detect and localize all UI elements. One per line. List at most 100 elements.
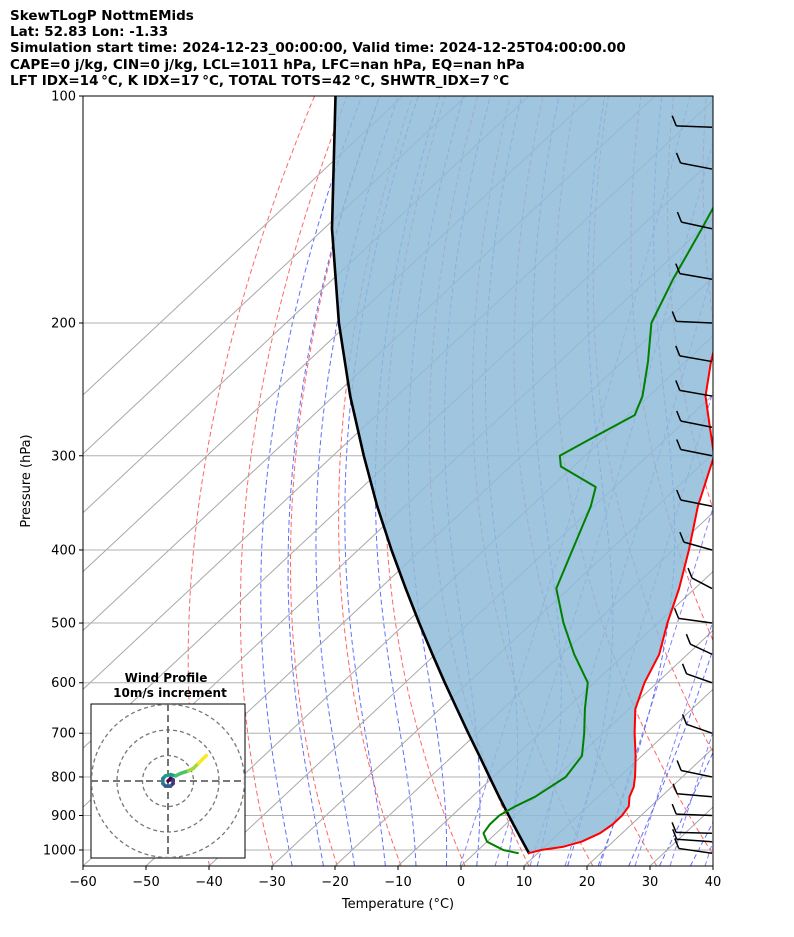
y-tick-label: 300 (51, 449, 76, 464)
y-tick-label: 800 (51, 770, 76, 785)
x-tick-label: 40 (705, 875, 722, 890)
wind-barb-flag (673, 608, 680, 619)
wind-barb (681, 714, 713, 734)
dry-adiabat (239, 96, 348, 866)
y-tick-label: 600 (51, 676, 76, 691)
wind-barb-flag (681, 714, 688, 725)
x-tick-label: 0 (457, 875, 465, 890)
wind-barb-staff (691, 577, 713, 590)
wind-barb (671, 115, 713, 128)
wind-barb-flag (687, 567, 693, 579)
dry-adiabat (738, 96, 794, 866)
wind-barb (676, 760, 713, 778)
wind-barb-flag (681, 663, 688, 675)
x-tick-label: −40 (195, 875, 222, 890)
wind-barb-flag (676, 439, 682, 450)
wind-barb (671, 311, 713, 324)
wind-barb-staff (680, 420, 713, 429)
wind-barb-flag (672, 828, 678, 840)
simulation-time-line: Simulation start time: 2024-12-23_00:00:… (10, 40, 626, 56)
wind-barb-staff (679, 272, 713, 280)
wind-barb-flag (676, 760, 682, 771)
wind-barb (681, 663, 713, 684)
wind-barb-flag (675, 380, 681, 391)
wind-barb (676, 489, 713, 507)
wind-barb-flag (675, 263, 681, 274)
x-tick-label: 20 (579, 875, 596, 890)
wind-barb-staff (677, 792, 713, 798)
cape-line: CAPE=0 j/kg, CIN=0 j/kg, LCL=1011 hPa, L… (10, 57, 525, 73)
wind-barb-staff (679, 355, 713, 363)
wind-barb (671, 803, 713, 817)
wind-barb (675, 345, 713, 363)
y-tick-label: 100 (51, 90, 76, 105)
temperature-line (527, 349, 713, 855)
hodograph-subtitle: 10m/s increment (113, 686, 227, 700)
moist-adiabat (628, 647, 713, 866)
y-tick-label: 400 (51, 543, 76, 558)
x-tick-label: −30 (258, 875, 285, 890)
wind-barb-staff (676, 838, 713, 843)
wind-barb-flag (676, 489, 682, 501)
wind-barb-staff (680, 448, 713, 457)
wind-barb-staff (676, 813, 713, 817)
wind-barb (675, 152, 713, 170)
dewpoint-line (482, 206, 713, 855)
wind-barb-staff (680, 162, 713, 170)
wind-barb-flag (685, 633, 692, 645)
isotherm (523, 688, 713, 866)
wind-barb (673, 608, 713, 624)
dry-adiabat (771, 96, 794, 866)
wind-barb-flag (675, 345, 681, 357)
dry-adiabat (702, 96, 713, 324)
wind-barb (674, 838, 713, 855)
chart-title: SkewTLogP NottmEMids (10, 8, 194, 24)
x-tick-label: −50 (132, 875, 159, 890)
wind-barb (687, 567, 713, 590)
moist-adiabat (658, 751, 713, 866)
wind-barb-staff (676, 831, 713, 834)
wind-barb (679, 531, 713, 551)
wind-barb-staff (690, 643, 713, 655)
wind-barb-flag (671, 803, 677, 815)
wind-barb (675, 263, 713, 280)
hodograph-title: Wind Profile (125, 671, 208, 685)
mixing-ratio-line (704, 839, 713, 866)
wind-barb (676, 211, 713, 230)
isotherm (83, 96, 404, 396)
wind-barb-staff (686, 673, 713, 684)
isotherm (712, 865, 713, 866)
wind-barb-staff (681, 221, 713, 230)
wind-barb (675, 380, 713, 397)
wind-barb-staff (683, 541, 713, 551)
x-tick-label: 10 (516, 875, 533, 890)
wind-barb-staff (678, 847, 713, 855)
y-tick-label: 900 (51, 809, 76, 824)
wind-barb-flag (672, 783, 678, 795)
wind-barb-flag (675, 152, 682, 164)
y-tick-label: 700 (51, 727, 76, 742)
wind-barb (685, 633, 713, 655)
wind-barb-flag (676, 211, 683, 223)
parcel-profile-line (330, 96, 531, 855)
wind-barb (672, 828, 713, 843)
wind-barb-flag (671, 311, 677, 322)
y-tick-label: 200 (51, 316, 76, 331)
wind-barb-flag (671, 115, 677, 127)
indices-line: LFT IDX=14 °C, K IDX=17 °C, TOTAL TOTS=4… (10, 73, 510, 89)
x-axis-label: Temperature (°C) (341, 897, 454, 912)
hodograph-content (91, 704, 245, 858)
wind-barb-staff (676, 125, 713, 128)
location-line: Lat: 52.83 Lon: -1.33 (10, 24, 169, 40)
wind-barb-flag (676, 410, 682, 422)
y-tick-label: 1000 (43, 844, 76, 859)
wind-barb (672, 783, 713, 798)
wind-barb-staff (680, 769, 713, 778)
wind-barb-flag (679, 531, 685, 543)
moist-adiabat (721, 96, 794, 866)
wind-barb-staff (679, 389, 713, 397)
wind-barb (676, 410, 713, 429)
cape-cin-shading (332, 96, 713, 854)
wind-barb-staff (680, 499, 713, 507)
